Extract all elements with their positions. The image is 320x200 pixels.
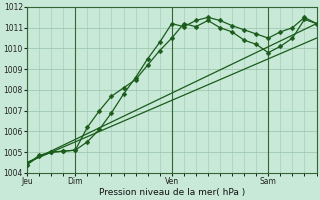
X-axis label: Pression niveau de la mer( hPa ): Pression niveau de la mer( hPa )	[99, 188, 245, 197]
